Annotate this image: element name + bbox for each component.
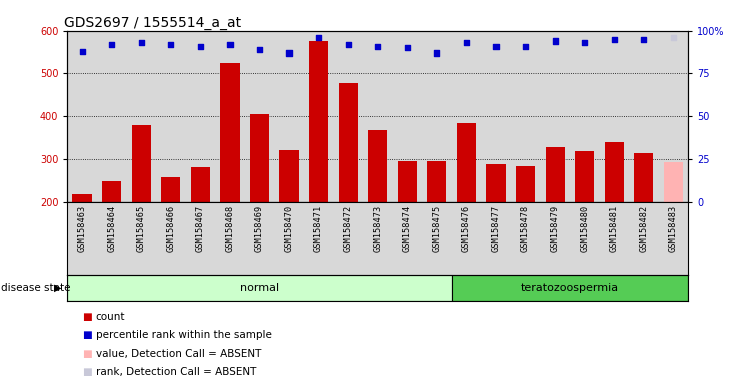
Text: count: count bbox=[96, 312, 125, 322]
Text: ■: ■ bbox=[82, 330, 92, 340]
Bar bbox=[161, 177, 180, 287]
Point bbox=[105, 41, 117, 48]
Bar bbox=[634, 153, 654, 287]
Point bbox=[283, 50, 295, 56]
Point bbox=[549, 38, 561, 44]
Text: GSM158471: GSM158471 bbox=[314, 205, 323, 253]
Text: GDS2697 / 1555514_a_at: GDS2697 / 1555514_a_at bbox=[64, 16, 242, 30]
Text: GSM158466: GSM158466 bbox=[166, 205, 175, 253]
Bar bbox=[457, 122, 476, 287]
Text: ■: ■ bbox=[82, 349, 92, 359]
Text: GSM158469: GSM158469 bbox=[255, 205, 264, 253]
Point bbox=[194, 43, 206, 49]
Bar bbox=[398, 161, 417, 287]
Point bbox=[520, 43, 532, 49]
Text: disease state: disease state bbox=[1, 283, 71, 293]
Text: GSM158464: GSM158464 bbox=[107, 205, 116, 253]
Point bbox=[76, 48, 88, 54]
Bar bbox=[339, 83, 358, 287]
Text: ■: ■ bbox=[82, 312, 92, 322]
Text: percentile rank within the sample: percentile rank within the sample bbox=[96, 330, 272, 340]
Bar bbox=[309, 41, 328, 287]
Point bbox=[490, 43, 502, 49]
Point bbox=[579, 40, 591, 46]
Point bbox=[224, 41, 236, 48]
Text: ▶: ▶ bbox=[54, 283, 61, 293]
Bar bbox=[604, 142, 624, 287]
Text: GSM158473: GSM158473 bbox=[373, 205, 382, 253]
Text: GSM158479: GSM158479 bbox=[551, 205, 560, 253]
Point bbox=[667, 35, 679, 41]
Text: rank, Detection Call = ABSENT: rank, Detection Call = ABSENT bbox=[96, 367, 256, 377]
Point bbox=[165, 41, 177, 48]
Point bbox=[372, 43, 384, 49]
Point bbox=[638, 36, 650, 42]
Bar bbox=[452, 275, 688, 301]
Text: GSM158468: GSM158468 bbox=[225, 205, 234, 253]
Text: GSM158483: GSM158483 bbox=[669, 205, 678, 253]
Bar bbox=[486, 164, 506, 287]
Bar bbox=[102, 181, 121, 287]
Bar bbox=[67, 275, 452, 301]
Text: GSM158480: GSM158480 bbox=[580, 205, 589, 253]
Text: value, Detection Call = ABSENT: value, Detection Call = ABSENT bbox=[96, 349, 261, 359]
Point bbox=[342, 41, 354, 48]
Point bbox=[254, 46, 266, 53]
Text: GSM158477: GSM158477 bbox=[491, 205, 500, 253]
Text: GSM158465: GSM158465 bbox=[137, 205, 146, 253]
Bar bbox=[545, 147, 565, 287]
Bar bbox=[427, 161, 447, 287]
Point bbox=[402, 45, 414, 51]
Text: GSM158475: GSM158475 bbox=[432, 205, 441, 253]
Bar bbox=[221, 63, 239, 287]
Text: normal: normal bbox=[240, 283, 279, 293]
Text: GSM158481: GSM158481 bbox=[610, 205, 619, 253]
Point bbox=[135, 40, 147, 46]
Bar bbox=[368, 130, 387, 287]
Bar bbox=[132, 125, 151, 287]
Text: GSM158478: GSM158478 bbox=[521, 205, 530, 253]
Text: GSM158467: GSM158467 bbox=[196, 205, 205, 253]
Text: GSM158476: GSM158476 bbox=[462, 205, 471, 253]
Bar bbox=[663, 162, 683, 287]
Bar bbox=[575, 151, 595, 287]
Text: GSM158463: GSM158463 bbox=[78, 205, 87, 253]
Point bbox=[431, 50, 443, 56]
Text: GSM158472: GSM158472 bbox=[343, 205, 352, 253]
Bar bbox=[73, 194, 92, 287]
Text: teratozoospermia: teratozoospermia bbox=[521, 283, 619, 293]
Text: ■: ■ bbox=[82, 367, 92, 377]
Bar bbox=[280, 151, 298, 287]
Bar bbox=[191, 167, 210, 287]
Text: GSM158470: GSM158470 bbox=[284, 205, 293, 253]
Point bbox=[608, 36, 620, 42]
Bar bbox=[516, 166, 535, 287]
Text: GSM158474: GSM158474 bbox=[403, 205, 412, 253]
Point bbox=[313, 35, 325, 41]
Point bbox=[461, 40, 473, 46]
Bar bbox=[250, 114, 269, 287]
Text: GSM158482: GSM158482 bbox=[640, 205, 649, 253]
